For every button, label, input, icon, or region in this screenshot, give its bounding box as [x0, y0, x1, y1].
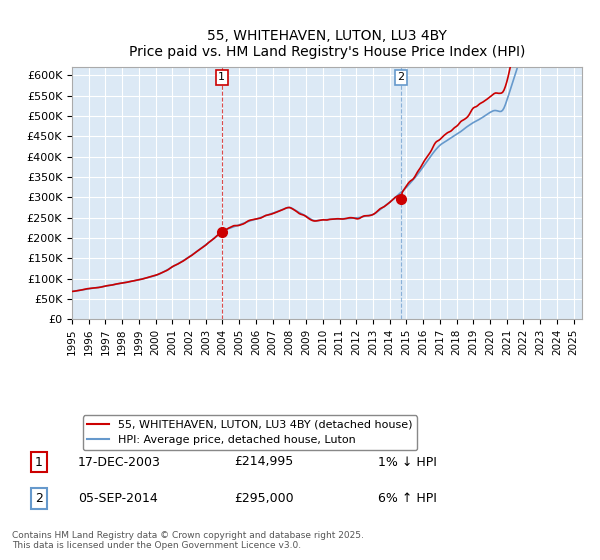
- Text: 6% ↑ HPI: 6% ↑ HPI: [378, 492, 437, 505]
- Text: £214,995: £214,995: [234, 455, 293, 469]
- Text: £295,000: £295,000: [234, 492, 293, 505]
- Text: Contains HM Land Registry data © Crown copyright and database right 2025.
This d: Contains HM Land Registry data © Crown c…: [12, 530, 364, 550]
- Text: 1% ↓ HPI: 1% ↓ HPI: [378, 455, 437, 469]
- Text: 1: 1: [35, 455, 43, 469]
- Text: 17-DEC-2003: 17-DEC-2003: [78, 455, 161, 469]
- Text: 05-SEP-2014: 05-SEP-2014: [78, 492, 158, 505]
- Text: 2: 2: [398, 72, 404, 82]
- Text: 2: 2: [35, 492, 43, 505]
- Title: 55, WHITEHAVEN, LUTON, LU3 4BY
Price paid vs. HM Land Registry's House Price Ind: 55, WHITEHAVEN, LUTON, LU3 4BY Price pai…: [129, 29, 525, 59]
- Text: 1: 1: [218, 72, 226, 82]
- Legend: 55, WHITEHAVEN, LUTON, LU3 4BY (detached house), HPI: Average price, detached ho: 55, WHITEHAVEN, LUTON, LU3 4BY (detached…: [83, 416, 417, 450]
